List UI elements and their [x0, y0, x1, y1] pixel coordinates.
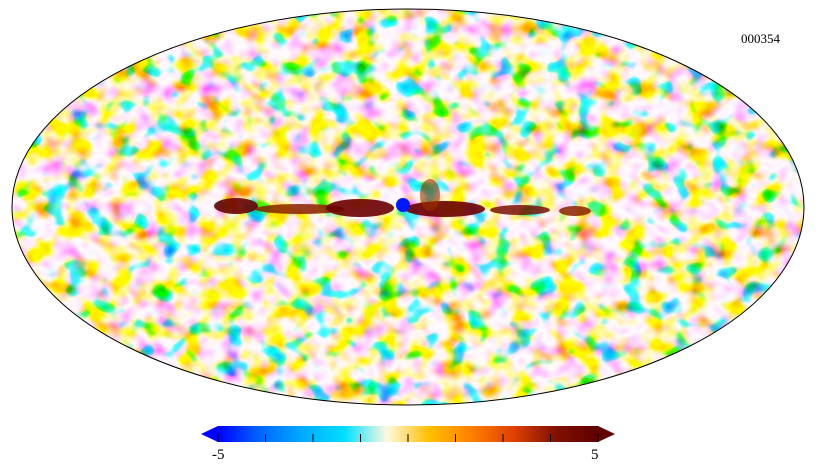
map-field: [12, 9, 804, 405]
colorbar-min-label: -5: [212, 447, 225, 463]
colorbar-max-label: 5: [591, 447, 599, 463]
map-id-label: 000354: [741, 31, 780, 46]
galactic-plane-band: [214, 179, 591, 217]
colorbar-min-arrow: [201, 426, 218, 442]
map-outline: [11, 8, 805, 406]
colorbar-max-arrow: [598, 426, 615, 442]
colorbar: [201, 426, 615, 442]
colorbar-ticks: [217, 434, 599, 442]
